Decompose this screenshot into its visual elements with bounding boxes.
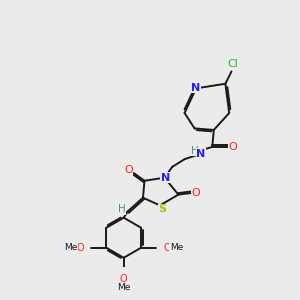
Text: O: O bbox=[120, 274, 127, 284]
Text: O: O bbox=[124, 165, 133, 175]
Text: N: N bbox=[191, 82, 200, 93]
Text: H: H bbox=[118, 204, 125, 214]
Text: Me: Me bbox=[117, 283, 130, 292]
Text: Cl: Cl bbox=[228, 59, 238, 70]
Text: S: S bbox=[158, 204, 166, 214]
Text: Me: Me bbox=[170, 243, 183, 252]
Text: Me: Me bbox=[64, 243, 78, 252]
Text: O: O bbox=[229, 142, 237, 152]
Text: H: H bbox=[191, 146, 198, 156]
Text: O: O bbox=[192, 188, 200, 198]
Text: N: N bbox=[161, 173, 170, 183]
Text: O: O bbox=[76, 243, 84, 253]
Text: O: O bbox=[164, 243, 171, 253]
Text: N: N bbox=[196, 149, 205, 159]
